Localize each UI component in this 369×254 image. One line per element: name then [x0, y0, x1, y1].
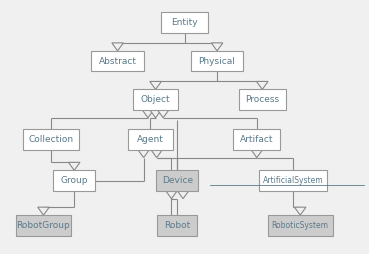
Text: Device: Device	[162, 176, 193, 185]
Polygon shape	[256, 82, 268, 89]
Text: ArtificialSystem: ArtificialSystem	[263, 176, 323, 185]
Polygon shape	[68, 162, 80, 170]
Polygon shape	[150, 82, 161, 89]
FancyBboxPatch shape	[23, 129, 79, 150]
FancyBboxPatch shape	[133, 89, 178, 110]
FancyBboxPatch shape	[16, 215, 70, 235]
Text: Process: Process	[245, 95, 279, 104]
Polygon shape	[177, 191, 189, 199]
Text: Physical: Physical	[199, 57, 235, 66]
Polygon shape	[157, 110, 169, 118]
FancyBboxPatch shape	[191, 51, 243, 71]
Polygon shape	[142, 110, 154, 118]
Text: Artifact: Artifact	[240, 135, 273, 144]
Polygon shape	[166, 191, 177, 199]
Text: Abstract: Abstract	[99, 57, 137, 66]
Polygon shape	[150, 110, 161, 118]
FancyBboxPatch shape	[128, 129, 173, 150]
Text: Entity: Entity	[171, 18, 198, 27]
Polygon shape	[211, 43, 223, 51]
FancyBboxPatch shape	[161, 12, 208, 33]
FancyBboxPatch shape	[157, 215, 197, 235]
FancyBboxPatch shape	[233, 129, 280, 150]
FancyBboxPatch shape	[92, 51, 144, 71]
Text: Agent: Agent	[137, 135, 163, 144]
Text: RobotGroup: RobotGroup	[17, 221, 70, 230]
Polygon shape	[294, 207, 306, 215]
FancyBboxPatch shape	[268, 215, 333, 235]
Text: Collection: Collection	[28, 135, 73, 144]
Polygon shape	[251, 150, 263, 158]
FancyBboxPatch shape	[239, 89, 286, 110]
FancyBboxPatch shape	[156, 170, 198, 191]
Text: RoboticSystem: RoboticSystem	[272, 221, 329, 230]
Polygon shape	[112, 43, 123, 51]
Polygon shape	[138, 150, 149, 158]
FancyBboxPatch shape	[259, 170, 327, 191]
Text: Robot: Robot	[164, 221, 190, 230]
Polygon shape	[38, 207, 49, 215]
Polygon shape	[151, 150, 162, 158]
Text: Object: Object	[141, 95, 170, 104]
FancyBboxPatch shape	[54, 170, 95, 191]
Text: Group: Group	[61, 176, 88, 185]
